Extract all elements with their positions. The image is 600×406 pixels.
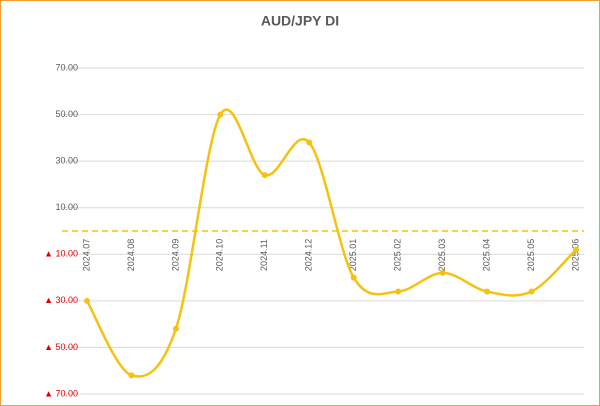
x-tick-label: 2024.09 <box>170 239 180 272</box>
x-tick-label: 2024.12 <box>304 239 314 272</box>
x-tick-label: 2025.03 <box>437 239 447 272</box>
x-tick-label: 2024.08 <box>126 239 136 272</box>
x-tick-label: 2025.05 <box>526 239 536 272</box>
data-point <box>84 297 90 304</box>
y-tick-label: ▲ 50.00 <box>44 342 78 352</box>
x-tick-label: 2025.01 <box>348 239 358 272</box>
data-point <box>261 172 268 179</box>
y-tick-label: ▲ 70.00 <box>44 388 78 398</box>
y-tick-label: 30.00 <box>55 156 78 166</box>
y-tick-label: 50.00 <box>55 109 78 119</box>
data-point <box>528 288 535 295</box>
x-tick-label: 2024.07 <box>81 239 91 272</box>
x-tick-label: 2025.06 <box>570 239 580 272</box>
data-point <box>573 246 579 253</box>
data-point <box>484 288 491 295</box>
x-tick-label: 2024.11 <box>259 239 269 271</box>
data-point <box>395 288 402 295</box>
y-tick-label: 10.00 <box>55 202 78 212</box>
chart-title: AUD/JPY DI <box>261 13 339 29</box>
y-tick-label: ▲ 30.00 <box>44 295 78 305</box>
data-point <box>217 111 224 118</box>
data-point <box>439 269 446 276</box>
data-point <box>128 372 135 379</box>
data-point <box>306 139 313 146</box>
y-tick-label: ▲ 10.00 <box>44 249 78 259</box>
data-point <box>350 274 357 281</box>
x-tick-label: 2025.02 <box>393 239 403 272</box>
x-tick-label: 2025.04 <box>481 239 491 272</box>
x-tick-label: 2024.10 <box>215 239 225 272</box>
data-point <box>172 325 179 332</box>
y-tick-label: 70.00 <box>55 62 78 72</box>
